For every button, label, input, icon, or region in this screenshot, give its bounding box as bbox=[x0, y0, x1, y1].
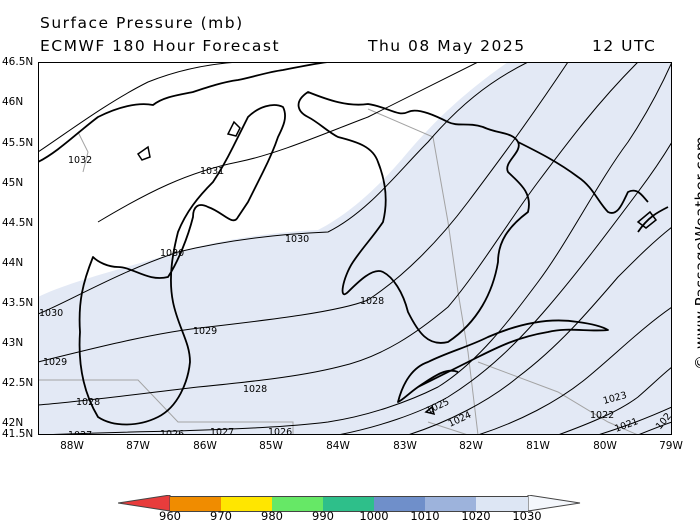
colorbar-label: 1020 bbox=[461, 509, 491, 523]
isobar-1031 bbox=[97, 62, 479, 223]
isobar-label: 1026 bbox=[160, 429, 184, 435]
colorbar-segment-1030 bbox=[476, 496, 528, 512]
lon-label-81w: 81W bbox=[526, 440, 550, 452]
lon-label-86w: 86W bbox=[193, 440, 217, 452]
isobar-label: 1026 bbox=[268, 427, 292, 435]
isobar-1021 bbox=[637, 421, 672, 435]
isobar-label: 1030 bbox=[285, 234, 309, 245]
lat-label-42n: 42N bbox=[2, 417, 24, 429]
isobar-label: 1030 bbox=[39, 308, 63, 319]
colorbar-segment-1020 bbox=[425, 496, 476, 512]
watermark-text: © www.PassageWeather.com bbox=[692, 135, 700, 370]
georgian-bay-shore bbox=[517, 141, 649, 214]
isobar-label: 1030 bbox=[160, 248, 184, 259]
isobar-1023 bbox=[557, 366, 672, 435]
island bbox=[424, 405, 436, 416]
colorbar-arrows bbox=[118, 495, 581, 512]
island bbox=[226, 120, 241, 137]
isobar-label: 1028 bbox=[243, 384, 267, 395]
lon-label-88w: 88W bbox=[60, 440, 84, 452]
lat-label-46n: 46N bbox=[2, 96, 24, 108]
isobar-1026 bbox=[337, 141, 672, 435]
colorbar-segment-970 bbox=[170, 496, 221, 512]
watermark: © www.PassageWeather.com bbox=[675, 70, 700, 370]
model-label: ECMWF 180 Hour Forecast bbox=[40, 37, 281, 55]
lat-label-41-5n: 41.5N bbox=[2, 428, 34, 440]
lon-label-87w: 87W bbox=[126, 440, 150, 452]
lat-label-46-5n: 46.5N bbox=[2, 56, 34, 68]
lat-label-45n: 45N bbox=[2, 177, 24, 189]
lon-label-83w: 83W bbox=[393, 440, 417, 452]
isobars bbox=[38, 62, 672, 435]
isobar-1027 bbox=[38, 62, 672, 435]
isobar-1030 bbox=[38, 62, 529, 315]
colorbar-label: 990 bbox=[312, 509, 334, 523]
isobar-label: 1022 bbox=[590, 410, 614, 421]
colorbar-label: 1000 bbox=[359, 509, 389, 523]
isobar-1029 bbox=[38, 62, 569, 363]
lat-label-43-5n: 43.5N bbox=[2, 297, 34, 309]
colorbar-segment-980 bbox=[221, 496, 272, 512]
isobar-1022 bbox=[597, 406, 672, 435]
colorbar-label: 1010 bbox=[410, 509, 440, 523]
lat-label-42-5n: 42.5N bbox=[2, 377, 34, 389]
isobar-label: 1032 bbox=[68, 155, 92, 166]
isobar-label: 1028 bbox=[360, 296, 384, 307]
lake-st-clair bbox=[417, 369, 459, 388]
lon-label-80w: 80W bbox=[593, 440, 617, 452]
forecast-time: 12 UTC bbox=[592, 37, 657, 55]
isobar-label: 1028 bbox=[76, 397, 100, 408]
colorbar-label: 1030 bbox=[512, 509, 542, 523]
island bbox=[636, 210, 658, 229]
isobar-label: 1029 bbox=[43, 357, 67, 368]
map-title: Surface Pressure (mb) bbox=[40, 14, 244, 32]
colorbar-label: 960 bbox=[159, 509, 181, 523]
colorbar-label: 980 bbox=[261, 509, 283, 523]
lon-label-84w: 84W bbox=[326, 440, 350, 452]
forecast-date: Thu 08 May 2025 bbox=[368, 37, 526, 55]
lon-label-82w: 82W bbox=[459, 440, 483, 452]
islands bbox=[136, 120, 658, 416]
isobar-1025 bbox=[407, 226, 672, 435]
island bbox=[136, 145, 151, 161]
colorbar-segment-1010 bbox=[374, 496, 425, 512]
coastlines bbox=[38, 62, 669, 426]
lake-michigan-shore bbox=[78, 104, 286, 426]
isobar-1024 bbox=[477, 306, 672, 435]
lat-label-44-5n: 44.5N bbox=[2, 217, 34, 229]
colorbar-segment-990 bbox=[272, 496, 323, 512]
colorbar-segment-1000 bbox=[323, 496, 374, 512]
lake-huron-shore bbox=[297, 91, 530, 344]
lon-label-85w: 85W bbox=[259, 440, 283, 452]
isobar-label: 1027 bbox=[68, 430, 92, 435]
isobar-label: 1027 bbox=[210, 427, 234, 435]
upper-peninsula-shore bbox=[38, 62, 329, 163]
isobar-label: 1029 bbox=[193, 326, 217, 337]
isobar-1032 bbox=[38, 62, 239, 153]
isobar-1028 bbox=[38, 62, 639, 406]
map-frame bbox=[38, 62, 672, 435]
lat-label-45-5n: 45.5N bbox=[2, 137, 34, 149]
lon-label-79w: 79W bbox=[659, 440, 683, 452]
lake-erie-shore bbox=[397, 319, 609, 403]
lat-label-44n: 44N bbox=[2, 257, 24, 269]
pressure-map: 1032 1031 1030 1030 1030 1029 1029 1028 … bbox=[38, 62, 672, 435]
colorbar-label: 970 bbox=[210, 509, 232, 523]
colorbar-arrow-high bbox=[527, 495, 581, 512]
isobar-label: 1031 bbox=[200, 166, 224, 177]
lat-label-43n: 43N bbox=[2, 337, 24, 349]
